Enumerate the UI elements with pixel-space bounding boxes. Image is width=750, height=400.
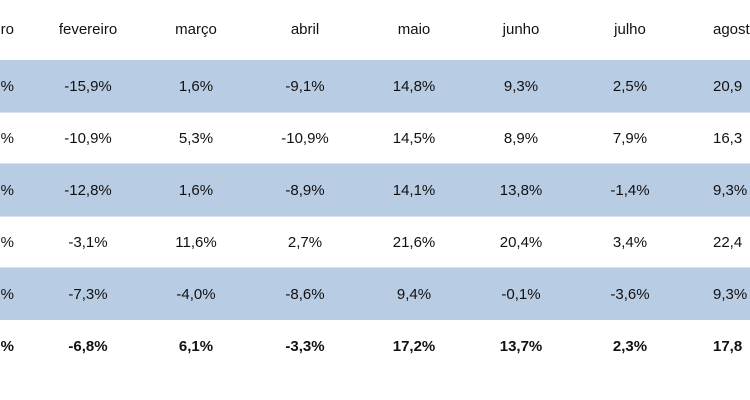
total-cell: -6,8% [68, 338, 108, 355]
table-cell: 9,4% [396, 286, 432, 303]
table-cell: 14,8% [392, 78, 436, 95]
table-cell: 11,6% [175, 234, 217, 251]
table-cell: 3,4% [612, 234, 648, 251]
table-cell: 1,6% [178, 182, 214, 199]
table-cell: 9,3% [713, 182, 748, 199]
table-cell: -3,1% [68, 234, 108, 251]
table-cell: 5,3% [178, 130, 214, 147]
table-cell: -10,9% [64, 130, 112, 147]
table-cell: 7,9% [612, 130, 648, 147]
table-cell: 14,1% [392, 182, 436, 199]
table-cell: 9,3% [713, 286, 748, 303]
header-cell: julho [614, 21, 646, 38]
table-cell: -7,3% [68, 286, 108, 303]
row-band [0, 112, 750, 164]
table-cell: 2,5% [612, 78, 648, 95]
total-cell: % [0, 338, 14, 355]
table-cell: -10,9% [281, 130, 329, 147]
table-cell: % [0, 182, 14, 199]
total-cell: 6,1% [178, 338, 214, 355]
total-cell: 2,3% [612, 338, 648, 355]
total-cell: 13,7% [499, 338, 543, 355]
row-band [0, 216, 750, 268]
table-cell: -3,6% [610, 286, 650, 303]
header-cell: maio [397, 21, 431, 38]
table-cell: % [0, 78, 14, 95]
table-cell: -9,1% [285, 78, 325, 95]
table-cell: % [0, 234, 14, 251]
header-cell: junho [502, 21, 540, 38]
row-band [0, 60, 750, 112]
header-cell: agost [713, 21, 750, 38]
table-cell: 20,4% [499, 234, 543, 251]
total-cell: 17,8 [713, 338, 743, 355]
header-cell: fevereiro [58, 21, 118, 38]
table-cell: % [0, 130, 14, 147]
table-cell: -12,8% [64, 182, 112, 199]
table-cell: % [0, 286, 14, 303]
header-cell: abril [290, 21, 320, 38]
table-cell: -1,4% [610, 182, 650, 199]
header-cell: ro [0, 21, 14, 38]
table-cell: -8,6% [285, 286, 325, 303]
table-cell: 21,6% [392, 234, 436, 251]
total-cell: -3,3% [285, 338, 325, 355]
table-cell: 9,3% [503, 78, 539, 95]
table-cell: 2,7% [287, 234, 323, 251]
row-band [0, 268, 750, 320]
table-cell: 8,9% [503, 130, 539, 147]
table-cell: -0,1% [501, 286, 541, 303]
table-cell: 13,8% [499, 182, 543, 199]
table-cell: -15,9% [64, 78, 112, 95]
table-cell: 22,4 [713, 234, 743, 251]
table-cell: 16,3 [713, 130, 743, 147]
row-band [0, 164, 750, 216]
table-cell: 14,5% [392, 130, 436, 147]
table-cell: 1,6% [178, 78, 214, 95]
table-cell: -4,0% [176, 286, 216, 303]
total-cell: 17,2% [392, 338, 436, 355]
table-cell: -8,9% [285, 182, 325, 199]
table-cell: 20,9 [713, 78, 743, 95]
header-cell: março [175, 21, 217, 38]
